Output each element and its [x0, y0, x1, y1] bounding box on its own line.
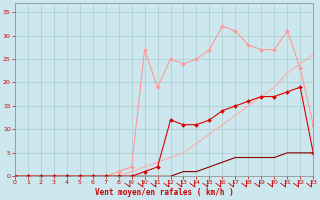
X-axis label: Vent moyen/en rafales ( km/h ): Vent moyen/en rafales ( km/h ) [95, 188, 233, 197]
